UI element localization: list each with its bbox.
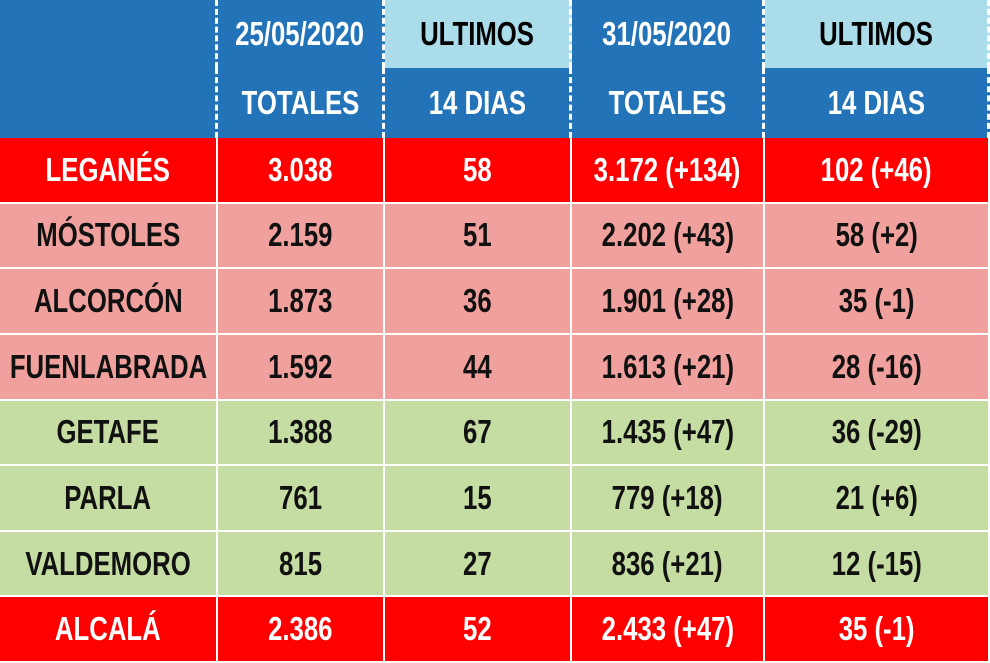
cell-text: 3.038: [268, 150, 333, 188]
data-cell: 12 (-15): [765, 531, 990, 598]
cell-text: 836 (+21): [612, 544, 723, 582]
cell-text: 2.386: [268, 610, 333, 648]
header-cell: 31/05/2020: [572, 0, 765, 68]
header-cell: 14 DIAS: [765, 68, 990, 138]
cell-text: 52: [463, 610, 492, 648]
cell-text: 2.202 (+43): [601, 216, 734, 254]
row-label: MÓSTOLES: [0, 203, 218, 270]
cell-text: 36 (-29): [831, 413, 922, 451]
data-cell: 1.901 (+28): [572, 269, 765, 335]
data-cell: 1.873: [218, 269, 385, 335]
cell-text: 35 (-1): [838, 610, 915, 648]
cell-text: 36: [463, 282, 492, 320]
row-label: ALCORCÓN: [0, 269, 218, 335]
data-cell: 2.386: [218, 597, 385, 663]
cell-text: 44: [463, 347, 492, 385]
cell-text: 102 (+46): [821, 150, 932, 188]
cell-text: LEGANÉS: [45, 150, 171, 188]
row-label: ALCALÁ: [0, 597, 218, 663]
cell-text: 1.435 (+47): [601, 413, 734, 451]
data-cell: 1.613 (+21): [572, 334, 765, 401]
row-label: LEGANÉS: [0, 138, 218, 204]
data-cell: 3.172 (+134): [572, 138, 765, 204]
cell-text: 14 DIAS: [827, 84, 925, 121]
cell-text: 1.901 (+28): [601, 282, 734, 320]
header-cell: TOTALES: [218, 68, 385, 138]
cell-text: 15: [463, 478, 492, 516]
row-label: FUENLABRADA: [0, 334, 218, 401]
cell-text: GETAFE: [56, 413, 160, 451]
cell-text: 1.388: [268, 413, 333, 451]
cell-text: 51: [463, 216, 492, 254]
cell-text: 28 (-16): [831, 347, 922, 385]
cell-text: 3.172 (+134): [594, 150, 741, 188]
data-cell: 779 (+18): [572, 466, 765, 532]
header-cell: TOTALES: [572, 68, 765, 138]
data-cell: 21 (+6): [765, 466, 990, 532]
cell-text: 779 (+18): [612, 478, 723, 516]
data-cell: 1.592: [218, 334, 385, 401]
cell-text: 1.613 (+21): [601, 347, 734, 385]
cell-text: 815: [279, 544, 322, 582]
header-cell: [0, 68, 218, 138]
cell-text: 1.592: [268, 347, 333, 385]
data-cell: 36: [385, 269, 572, 335]
cell-text: VALDEMORO: [25, 544, 191, 582]
data-cell: 836 (+21): [572, 531, 765, 598]
data-cell: 761: [218, 466, 385, 532]
row-label: GETAFE: [0, 400, 218, 467]
data-cell: 58: [385, 138, 572, 204]
data-cell: 2.433 (+47): [572, 597, 765, 663]
header-cell: ULTIMOS: [385, 0, 572, 68]
data-cell: 51: [385, 203, 572, 270]
cell-text: 58 (+2): [835, 216, 918, 254]
cell-text: 21 (+6): [835, 478, 918, 516]
cell-text: 25/05/2020: [235, 15, 365, 52]
data-cell: 35 (-1): [765, 269, 990, 335]
header-cell: [0, 0, 218, 68]
cell-text: 67: [463, 413, 492, 451]
header-cell: ULTIMOS: [765, 0, 990, 68]
data-cell: 2.202 (+43): [572, 203, 765, 270]
data-cell: 2.159: [218, 203, 385, 270]
data-cell: 58 (+2): [765, 203, 990, 270]
data-cell: 815: [218, 531, 385, 598]
cell-text: ALCORCÓN: [33, 282, 183, 320]
data-cell: 27: [385, 531, 572, 598]
cell-text: FUENLABRADA: [9, 347, 207, 385]
data-cell: 35 (-1): [765, 597, 990, 663]
cell-text: ALCALÁ: [55, 610, 161, 648]
header-cell: 25/05/2020: [218, 0, 385, 68]
cell-text: 35 (-1): [838, 282, 915, 320]
cell-text: 2.159: [268, 216, 333, 254]
data-cell: 3.038: [218, 138, 385, 204]
data-cell: 102 (+46): [765, 138, 990, 204]
cell-text: ULTIMOS: [420, 15, 534, 52]
cell-text: MÓSTOLES: [36, 216, 180, 254]
header-cell: 14 DIAS: [385, 68, 572, 138]
cell-text: 14 DIAS: [428, 84, 526, 121]
data-cell: 1.388: [218, 400, 385, 467]
row-label: PARLA: [0, 466, 218, 532]
cell-text: TOTALES: [608, 84, 726, 121]
cell-text: 761: [279, 478, 322, 516]
data-cell: 52: [385, 597, 572, 663]
data-cell: 28 (-16): [765, 334, 990, 401]
row-label: VALDEMORO: [0, 531, 218, 598]
data-cell: 36 (-29): [765, 400, 990, 467]
cell-text: 12 (-15): [831, 544, 922, 582]
cell-text: 1.873: [268, 282, 333, 320]
data-cell: 67: [385, 400, 572, 467]
cell-text: 31/05/2020: [602, 15, 732, 52]
cell-text: TOTALES: [241, 84, 359, 121]
cell-text: 27: [463, 544, 492, 582]
data-cell: 44: [385, 334, 572, 401]
cell-text: 58: [463, 150, 492, 188]
data-cell: 1.435 (+47): [572, 400, 765, 467]
cell-text: PARLA: [64, 478, 152, 516]
cell-text: 2.433 (+47): [601, 610, 734, 648]
data-cell: 15: [385, 466, 572, 532]
cell-text: ULTIMOS: [819, 15, 933, 52]
